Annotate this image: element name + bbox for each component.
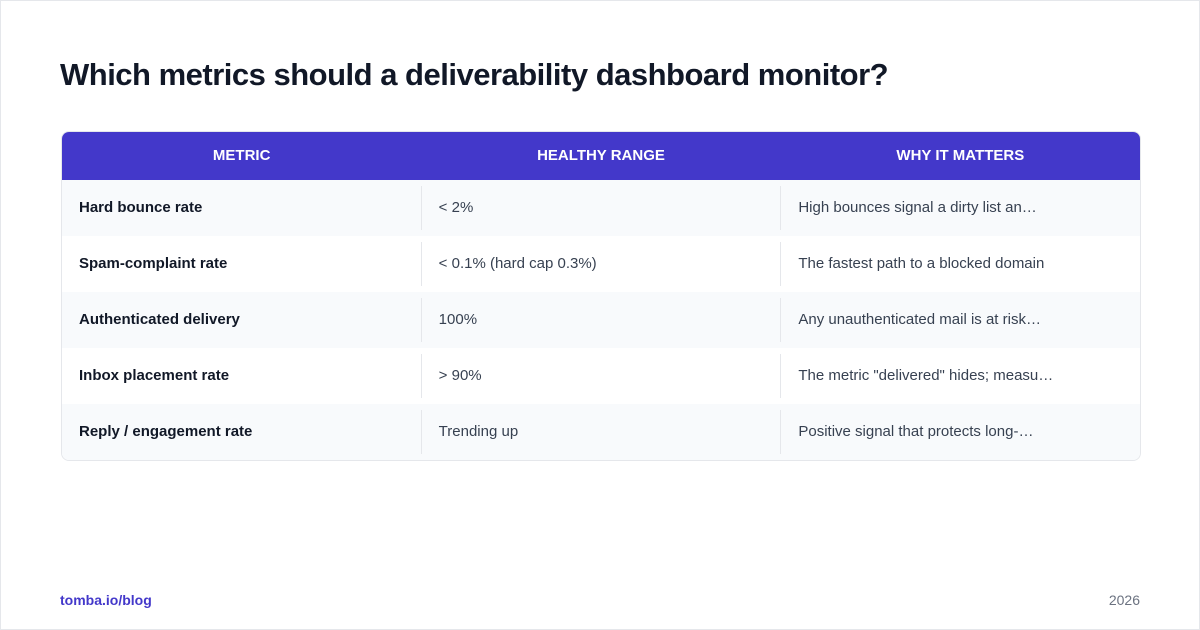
table-cell: 100% [420,298,781,342]
table-row: Authenticated delivery 100% Any unauthenti… [62,292,1140,348]
table-body: Hard bounce rate < 2% High bounces signal … [62,180,1140,460]
year: 2026 [1108,592,1140,608]
table-row: Hard bounce rate < 2% High bounces signal … [62,180,1140,236]
table-cell: Hard bounce rate [79,199,203,216]
table-cell: The metric "delivered" hides; measu… [780,354,1140,398]
header-cell: METRIC [212,147,271,164]
table-cell: Trending up [420,410,781,454]
source-link[interactable]: tomba.io/blog [60,592,152,608]
title: Which metrics should a deliverability da… [60,57,889,92]
table-cell: < 2% [420,186,781,230]
table-row: Spam-complaint rate < 0.1% (hard cap 0.3%… [62,236,1140,292]
table-cell: > 90% [420,354,781,398]
table-cell: Authenticated delivery [79,311,240,328]
header-cell: HEALTHY RANGE [537,147,665,164]
table-cell: < 0.1% (hard cap 0.3%) [420,242,781,286]
table-cell: Positive signal that protects long-… [780,410,1140,454]
table-cell: Reply / engagement rate [79,423,253,440]
table-row: Reply / engagement rate Trending up Positi… [62,404,1140,460]
table-cell: Inbox placement rate [79,367,230,384]
header-cell: WHY IT MATTERS [896,147,1025,164]
table: METRIC HEALTHY RANGE WHY IT MATTERS Hard b… [61,131,1141,461]
table-header: METRIC HEALTHY RANGE WHY IT MATTERS [62,132,1140,180]
table-cell: Any unauthenticated mail is at risk… [780,298,1140,342]
table-cell: High bounces signal a dirty list an… [780,186,1140,230]
table-row: Inbox placement rate > 90% The metric "del… [62,348,1140,404]
table-cell: Spam-complaint rate [79,255,228,272]
table-cell: The fastest path to a blocked domain [780,242,1140,286]
